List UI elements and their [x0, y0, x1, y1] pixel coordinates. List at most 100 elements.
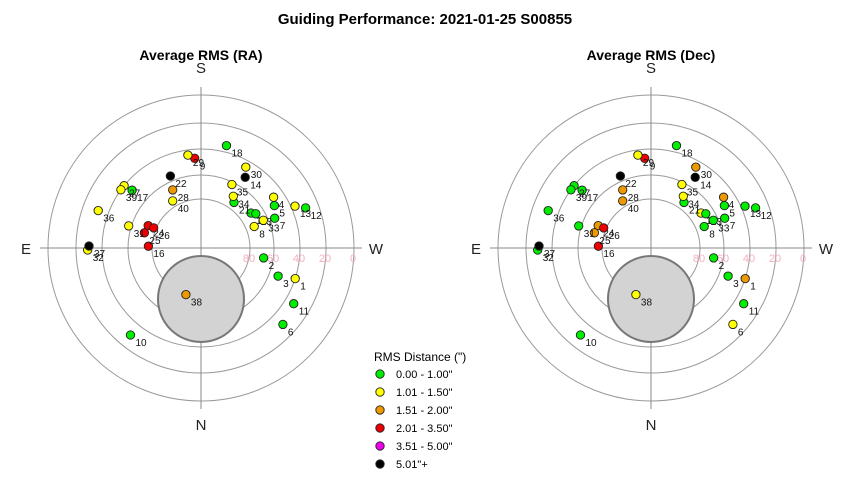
- data-point: [618, 196, 628, 206]
- ring-label: 80: [693, 253, 705, 265]
- point-label: 37: [94, 249, 106, 260]
- point-label: 13: [300, 209, 312, 220]
- point-label: 26: [609, 231, 621, 242]
- ring-label: 0: [350, 253, 356, 265]
- point-label: 22: [175, 179, 187, 190]
- point-label: 34: [688, 199, 700, 210]
- data-point: [270, 213, 280, 223]
- compass-south: S: [196, 60, 206, 77]
- data-point: [241, 162, 251, 172]
- compass-south: S: [646, 60, 656, 77]
- legend-marker: [375, 459, 385, 469]
- compass-west: W: [819, 241, 834, 258]
- point-label: 10: [586, 338, 598, 349]
- point-label: 12: [311, 211, 323, 222]
- data-point: [543, 205, 553, 216]
- data-point: [728, 319, 738, 330]
- chart-title: Average RMS (RA): [139, 47, 262, 63]
- compass-east: E: [21, 241, 31, 258]
- point-label: 4: [279, 200, 285, 211]
- data-point: [149, 223, 159, 233]
- data-point: [618, 185, 628, 195]
- compass-north: N: [646, 417, 657, 434]
- data-point: [139, 228, 150, 238]
- data-point: [534, 241, 544, 251]
- data-point: [739, 299, 749, 309]
- point-label: 29: [193, 158, 205, 169]
- ring-label: 0: [800, 253, 806, 265]
- data-point: [671, 140, 682, 151]
- data-point: [740, 273, 750, 284]
- data-point: [273, 271, 283, 281]
- data-point: [116, 185, 126, 195]
- data-point: [249, 221, 259, 232]
- point-label: 40: [178, 204, 190, 215]
- data-point: [574, 221, 584, 231]
- point-label: 26: [159, 231, 171, 242]
- data-point: [678, 191, 688, 201]
- point-label: 12: [761, 211, 773, 222]
- chart-title: Average RMS (Dec): [587, 47, 716, 63]
- compass-west: W: [369, 241, 384, 258]
- data-point: [227, 179, 237, 190]
- data-point: [181, 289, 191, 300]
- point-label: 17: [587, 193, 599, 204]
- point-label: 29: [643, 158, 655, 169]
- data-point: [708, 215, 718, 225]
- point-label: 2: [719, 261, 725, 272]
- legend-marker: [375, 405, 385, 415]
- data-point: [168, 196, 178, 206]
- data-point: [251, 209, 261, 219]
- data-point: [718, 192, 729, 202]
- data-point: [93, 205, 103, 216]
- point-label: 33: [718, 223, 730, 234]
- point-label: 11: [299, 307, 310, 318]
- data-point: [269, 200, 280, 211]
- point-label: 8: [259, 230, 265, 241]
- point-label: 2: [269, 261, 275, 272]
- ring-label: 20: [319, 253, 331, 265]
- point-label: 37: [544, 249, 556, 260]
- point-label: 18: [682, 149, 694, 160]
- data-point: [633, 150, 643, 160]
- point-label: 5: [729, 209, 735, 220]
- point-label: 30: [701, 170, 713, 181]
- data-point: [125, 330, 136, 340]
- point-label: 21: [689, 206, 701, 217]
- legend-marker: [375, 369, 385, 379]
- ring-label: 60: [717, 253, 729, 265]
- point-label: 24: [153, 229, 165, 240]
- point-label: 39: [576, 193, 588, 204]
- ring-label: 80: [243, 253, 255, 265]
- point-label: 9: [200, 161, 206, 172]
- data-point: [183, 150, 193, 160]
- point-label: 31: [134, 229, 146, 240]
- data-point: [723, 271, 733, 281]
- point-label: 3: [283, 279, 289, 290]
- data-point: [690, 172, 700, 182]
- data-point: [699, 221, 709, 232]
- data-point: [677, 179, 687, 190]
- point-label: 28: [628, 193, 640, 204]
- data-point: [589, 228, 600, 238]
- data-point: [258, 215, 268, 225]
- point-label: 6: [738, 327, 744, 338]
- point-label: 22: [625, 179, 637, 190]
- data-point: [708, 253, 719, 263]
- data-point: [300, 203, 311, 213]
- data-point: [127, 185, 137, 195]
- data-point: [566, 185, 576, 195]
- data-point: [221, 140, 232, 151]
- legend-label: 1.51 - 2.00": [396, 405, 453, 417]
- point-label: 14: [700, 180, 712, 191]
- data-point: [577, 185, 587, 195]
- point-label: 16: [603, 249, 615, 260]
- legend-marker: [375, 441, 385, 451]
- data-point: [124, 221, 134, 231]
- point-label: 36: [553, 214, 565, 225]
- data-point: [268, 192, 279, 202]
- point-label: 17: [137, 193, 149, 204]
- point-label: 35: [237, 188, 249, 199]
